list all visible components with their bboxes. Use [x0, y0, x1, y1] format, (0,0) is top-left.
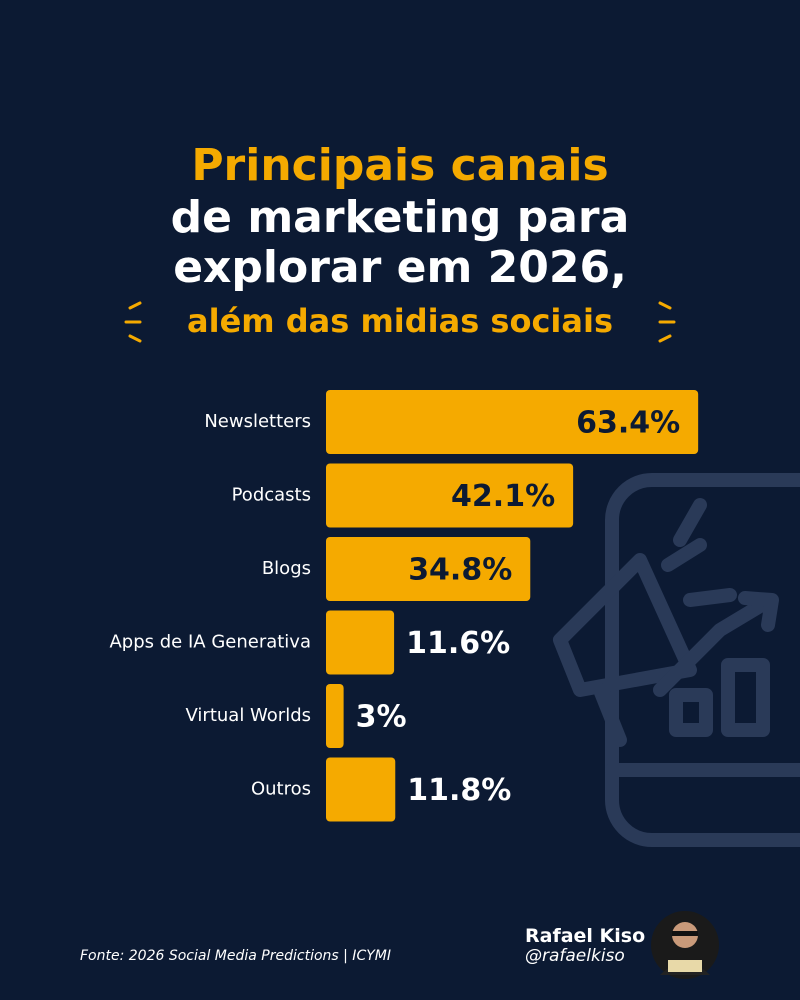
value-label: 42.1%: [451, 479, 555, 514]
category-label: Podcasts: [232, 485, 311, 506]
category-label: Newsletters: [204, 411, 311, 432]
subtitle-decoration: [124, 301, 676, 343]
avatar: [651, 911, 719, 979]
title-line: Principais canais: [191, 140, 608, 191]
bar: [326, 757, 396, 822]
category-label: Blogs: [262, 558, 311, 579]
value-label: 11.6%: [406, 626, 510, 661]
subtitle: além das midias sociais: [187, 302, 613, 340]
background-icon: [553, 473, 800, 847]
bar: [326, 684, 344, 748]
value-label: 34.8%: [408, 553, 512, 588]
title-line: explorar em 2026,: [173, 242, 627, 293]
category-label: Outros: [251, 779, 311, 800]
value-label: 3%: [356, 700, 407, 735]
title-line: de marketing para: [171, 192, 630, 243]
value-label: 11.8%: [407, 773, 511, 808]
source: Fonte: 2026 Social Media Predictions | I…: [80, 948, 391, 964]
bar: [326, 390, 699, 454]
bar: [326, 537, 531, 601]
bar: [326, 463, 574, 528]
author-handle: @rafaelkiso: [525, 946, 625, 966]
category-label: Apps de IA Generativa: [109, 632, 311, 653]
category-label: Virtual Worlds: [186, 705, 312, 726]
bar: [326, 610, 395, 675]
value-label: 63.4%: [576, 406, 680, 441]
author-name: Rafael Kiso: [525, 925, 645, 947]
